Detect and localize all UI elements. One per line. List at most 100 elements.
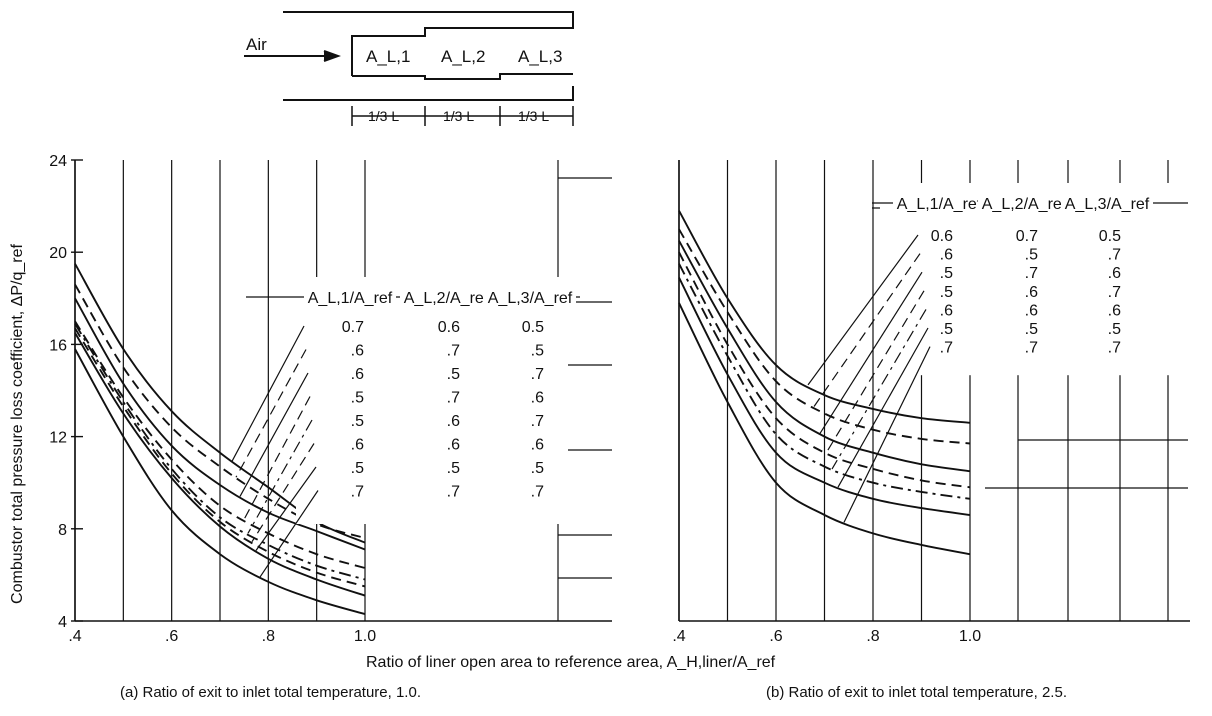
key-cell: .7 (351, 484, 364, 501)
series-curve-3 (74, 297, 366, 551)
series-curve-2 (74, 284, 366, 539)
key-table-background (880, 183, 1190, 376)
key-cell: .7 (531, 413, 544, 430)
key-cell: 0.7 (1016, 228, 1038, 245)
y-tick-label: 16 (49, 337, 67, 354)
key-cell: .5 (940, 265, 953, 282)
air-label: Air (246, 35, 267, 54)
series-curve-6 (74, 327, 366, 588)
zone-label-2: A_L,2 (441, 47, 485, 66)
series-curve-2 (678, 228, 971, 445)
key-leader-line (259, 490, 319, 578)
key-column-header: A_L,2/A_ref (982, 196, 1067, 213)
key-cell: 0.5 (1099, 228, 1121, 245)
key-cell: .5 (351, 413, 364, 430)
key-leader-line (247, 419, 313, 534)
key-cell: .6 (351, 343, 364, 360)
key-header-background (400, 281, 492, 305)
key-leader-line (239, 372, 309, 497)
key-table-background (296, 277, 568, 524)
x-tick-label: 1.0 (959, 628, 981, 645)
key-cell: .7 (531, 484, 544, 501)
key-cell: .7 (1025, 265, 1038, 282)
key-leader-line (231, 325, 305, 462)
key-column-header: A_L,1/A_ref (308, 290, 393, 307)
series-curve-1 (678, 210, 971, 424)
x-tick-label: .8 (262, 628, 275, 645)
key-column-header: A_L,1/A_ref (897, 196, 982, 213)
x-tick-label: .8 (866, 628, 879, 645)
key-cell: .6 (447, 413, 460, 430)
length-label-2: 1/3 L (443, 108, 474, 124)
combustor-bottom-wall (283, 86, 574, 101)
air-arrowhead (323, 50, 341, 62)
key-cell: .5 (531, 343, 544, 360)
x-tick-label: .4 (68, 628, 81, 645)
key-cell: .5 (531, 460, 544, 477)
series-curve-4 (678, 251, 971, 489)
key-header-background (304, 281, 396, 305)
series-curve-6 (678, 277, 971, 516)
key-cell: .6 (940, 302, 953, 319)
key-cell: .6 (351, 366, 364, 383)
key-cell: .6 (351, 437, 364, 454)
series-curve-7 (678, 302, 971, 556)
key-cell: .6 (1025, 284, 1038, 301)
key-cell: .5 (940, 284, 953, 301)
key-leader-line (837, 327, 929, 488)
chart-b: .4 .6 .8 1.0 A_L,1/A_ref A_L,2/A_refA_L,3/A_r… (672, 160, 1190, 645)
series-curve-5 (74, 323, 366, 581)
chart-a: 4 8 12 16 20 24 .4 .6 .8 1.0 A_L,1/A_ref A_L,2/A_re… (49, 153, 612, 645)
key-leader-line (831, 309, 927, 470)
key-cell: .7 (531, 366, 544, 383)
key-cell: .7 (1108, 340, 1121, 357)
key-cell: .7 (1025, 340, 1038, 357)
series-curve-4 (74, 320, 366, 569)
key-cell: .6 (531, 390, 544, 407)
key-cell: .6 (1108, 302, 1121, 319)
caption-b: (b) Ratio of exit to inlet total tempera… (766, 684, 1067, 701)
y-tick-label: 24 (49, 153, 67, 170)
key-leader-line (235, 349, 307, 478)
key-leader-line (255, 466, 317, 551)
key-cell: .5 (1025, 247, 1038, 264)
key-cell: .5 (940, 321, 953, 338)
caption-a: (a) Ratio of exit to inlet total tempera… (120, 684, 421, 701)
key-header-background (978, 187, 1070, 211)
combustor-top-wall (283, 11, 574, 76)
key-cell: .6 (1025, 302, 1038, 319)
key-leader-line (819, 271, 923, 434)
key-cell: .5 (447, 366, 460, 383)
y-tick-label: 20 (49, 245, 67, 262)
key-cell: .5 (1108, 321, 1121, 338)
zone-label-3: A_L,3 (518, 47, 562, 66)
key-leader-line (251, 443, 315, 543)
key-column-header: A_L,2/A_ref (404, 290, 489, 307)
key-cell: .7 (940, 340, 953, 357)
key-header-background (893, 187, 985, 211)
x-tick-label: 1.0 (354, 628, 376, 645)
series-curve-5 (678, 263, 971, 500)
y-tick-label: 4 (58, 614, 67, 631)
key-cell: .7 (447, 484, 460, 501)
key-cell: .7 (447, 390, 460, 407)
key-header-background (1061, 187, 1153, 211)
key-leader-line (807, 234, 919, 386)
key-leader-line (243, 396, 311, 520)
key-cell: .5 (351, 460, 364, 477)
series-curve-3 (678, 240, 971, 473)
series-curve-8 (74, 348, 366, 616)
key-cell: .6 (940, 247, 953, 264)
key-cell: 0.5 (522, 319, 544, 336)
key-cell: .7 (1108, 284, 1121, 301)
key-cell: 0.6 (931, 228, 953, 245)
key-cell: .5 (351, 390, 364, 407)
key-cell: .5 (1025, 321, 1038, 338)
key-column-header: A_L,3/A_ref (488, 290, 573, 307)
key-cell: 0.7 (342, 319, 364, 336)
key-cell: .7 (447, 343, 460, 360)
y-axis-label: Combustor total pressure loss coefficien… (9, 244, 26, 604)
length-label-1: 1/3 L (368, 108, 399, 124)
zone-label-1: A_L,1 (366, 47, 410, 66)
